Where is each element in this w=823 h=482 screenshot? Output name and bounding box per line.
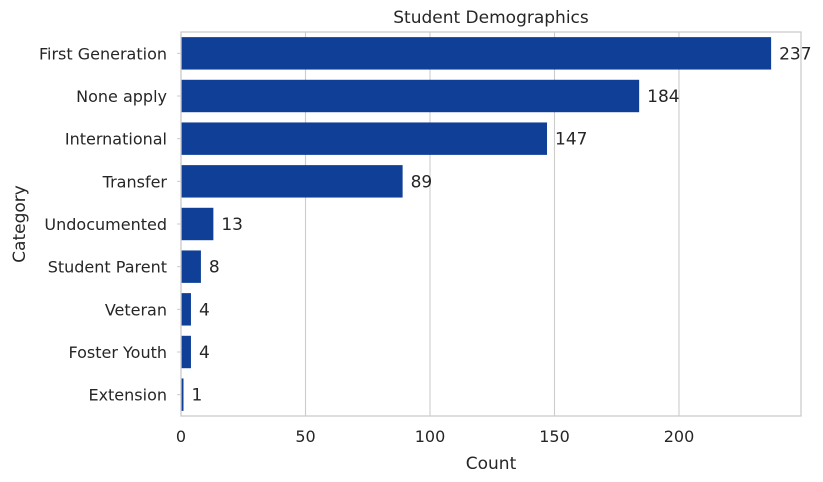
data-label: 237	[779, 44, 811, 64]
y-tick-label: Veteran	[105, 300, 167, 319]
y-axis-label: Category	[10, 185, 30, 263]
data-label: 4	[199, 343, 210, 363]
data-label: 1	[191, 386, 202, 406]
x-axis-label: Count	[466, 454, 517, 474]
bar	[181, 37, 772, 70]
y-tick-label: Undocumented	[44, 215, 167, 234]
y-tick-label: First Generation	[39, 44, 167, 63]
chart-title: Student Demographics	[393, 8, 589, 28]
y-tick-label: Student Parent	[48, 258, 167, 277]
y-tick-label: Transfer	[102, 172, 168, 191]
x-tick-label: 100	[415, 427, 446, 446]
bar	[181, 122, 548, 155]
y-tick-label: Foster Youth	[68, 343, 167, 362]
data-label: 184	[647, 87, 679, 107]
data-labels: 237 184 147 89 13 8 4 4 1	[191, 44, 811, 405]
data-label: 147	[555, 130, 587, 150]
bars	[181, 37, 772, 411]
x-tick-label: 50	[295, 427, 315, 446]
data-label: 89	[411, 172, 433, 192]
x-tick-label: 0	[176, 427, 186, 446]
bar	[181, 250, 201, 283]
bar	[181, 293, 191, 326]
data-label: 8	[209, 258, 220, 278]
y-tick-label: Extension	[88, 386, 167, 405]
y-tick-label: International	[65, 130, 167, 149]
data-label: 13	[221, 215, 243, 235]
bar	[181, 378, 184, 411]
data-label: 4	[199, 300, 210, 320]
bar	[181, 207, 214, 241]
bar	[181, 165, 403, 198]
y-tick-labels: First Generation None apply International T…	[39, 44, 181, 405]
x-tick-label: 200	[664, 427, 695, 446]
y-tick-label: None apply	[76, 87, 167, 106]
x-tick-labels: 0 50 100 150 200	[176, 427, 694, 446]
x-tick-label: 150	[539, 427, 570, 446]
bar	[181, 335, 191, 369]
bar	[181, 79, 640, 113]
